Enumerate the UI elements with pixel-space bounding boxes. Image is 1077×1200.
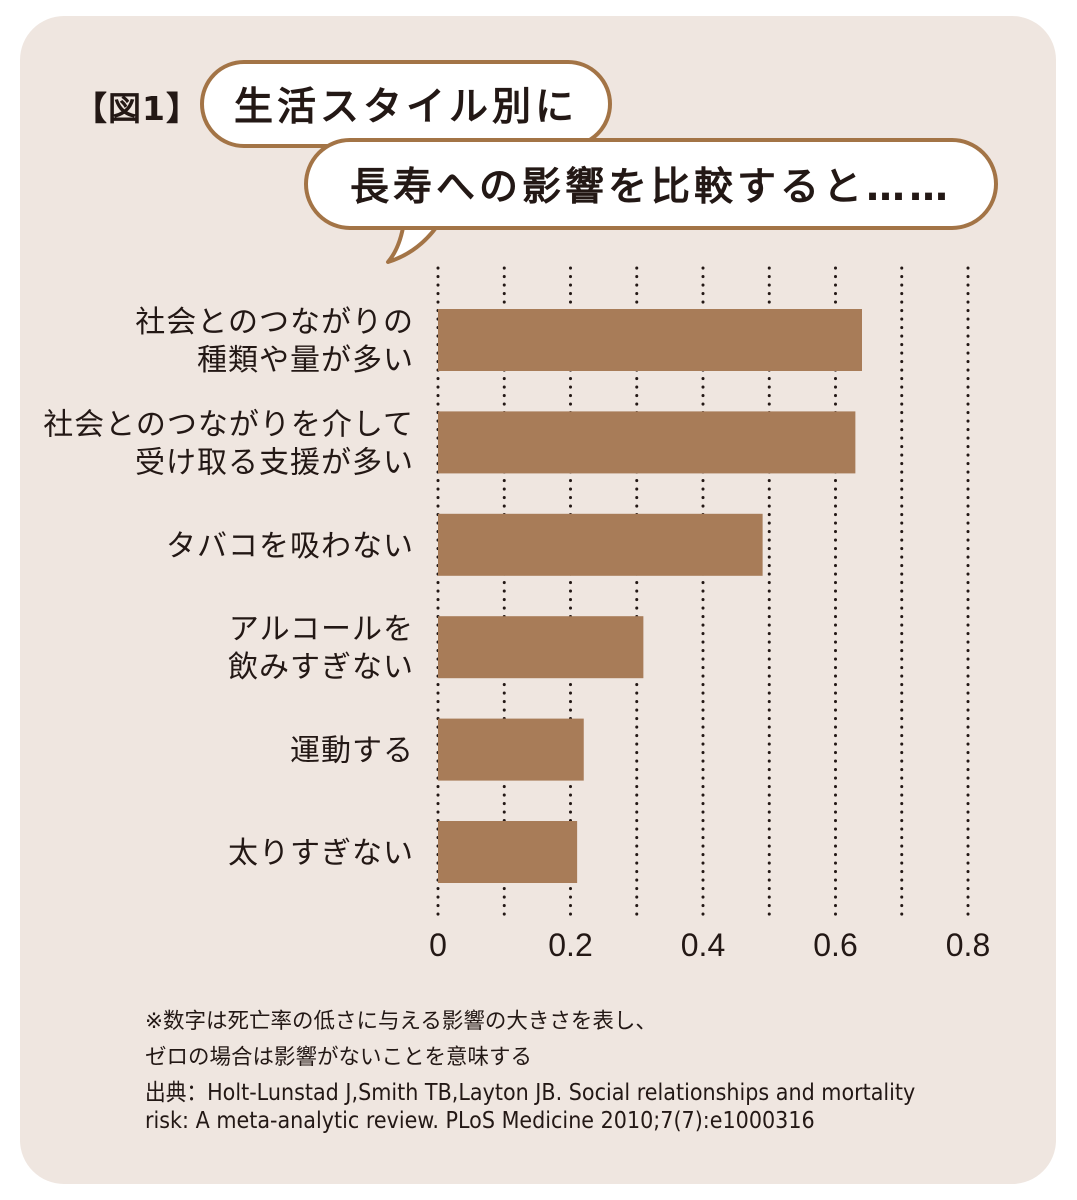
source-line1: 出典：Holt-Lunstad J,Smith TB,Layton JB. So… [145, 1080, 916, 1106]
bar-0 [438, 309, 862, 371]
category-label-1: 受け取る支援が多い [135, 445, 414, 480]
bubble-tail-shape [386, 220, 442, 264]
category-label-0: 種類や量が多い [197, 343, 414, 378]
bar-4 [438, 718, 584, 781]
x-tick-label: 0.4 [681, 927, 725, 963]
bar-5 [438, 821, 578, 883]
category-label-0: 社会とのつながりの [135, 305, 414, 340]
category-label-5: 太りすぎない [228, 836, 414, 871]
x-tick-label: 0 [429, 927, 447, 963]
gridlines [436, 266, 970, 917]
bubble-text-line1: 生活スタイル別に [233, 85, 578, 130]
category-label-4: 運動する [290, 734, 414, 769]
speech-bubble-line2: 長寿への影響を比較すると…… [304, 138, 998, 230]
category-label-3: 飲みすぎない [228, 650, 414, 685]
x-tick-label: 0.8 [946, 927, 990, 963]
figure-label: 【図1】 [74, 89, 200, 128]
bar-2 [438, 513, 763, 576]
category-labels: 社会とのつながりの種類や量が多い社会とのつながりを介して受け取る支援が多いタバコ… [43, 305, 414, 871]
category-label-1: 社会とのつながりを介して [43, 407, 414, 442]
bars [438, 309, 862, 883]
source-line2: risk: A meta-analytic review. PLoS Medic… [145, 1108, 815, 1134]
category-label-2: タバコを吸わない [166, 529, 414, 564]
x-tick-label: 0.6 [813, 927, 857, 963]
category-label-3: アルコールを [229, 612, 414, 647]
speech-bubble-tail [386, 220, 442, 264]
x-tick-label: 0.2 [548, 927, 592, 963]
note-line2: ゼロの場合は影響がないことを意味する [145, 1045, 533, 1070]
note-line1: ※数字は死亡率の低さに与える影響の大きさを表し、 [145, 1009, 657, 1034]
bar-3 [438, 616, 644, 679]
x-tick-labels: 0 0.2 0.4 0.6 0.8 [429, 927, 990, 963]
bubble-text-line2: 長寿への影響を比較すると…… [349, 165, 952, 210]
bar-1 [438, 411, 856, 474]
